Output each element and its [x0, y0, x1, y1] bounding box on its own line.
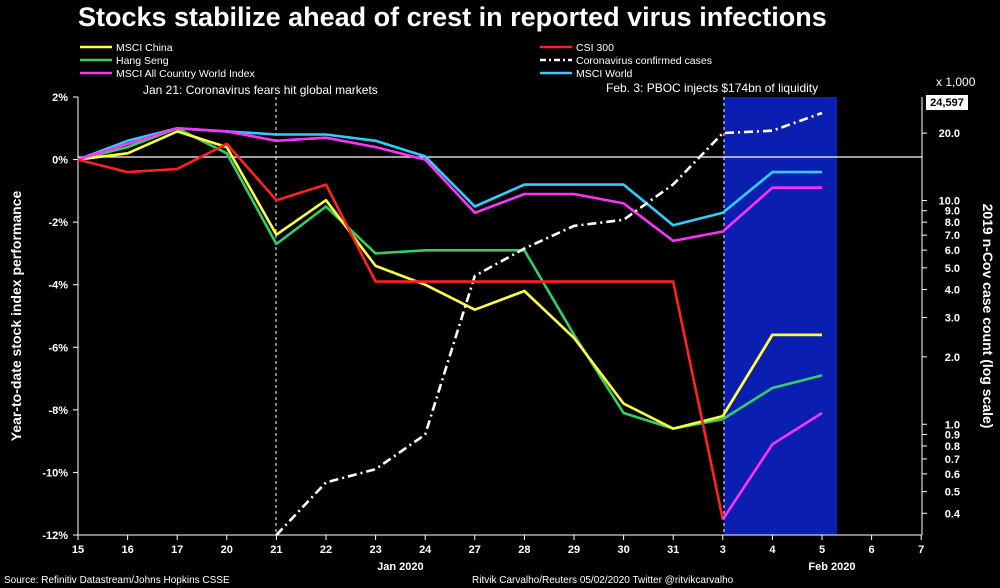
left-tick-label: -4%	[48, 280, 68, 292]
series-line-msci-all-country-world-index	[77, 127, 822, 243]
x-tick-label: 22	[320, 544, 332, 556]
right-tick-label: 4.0	[945, 285, 960, 297]
right-tick-label: 0.8	[945, 441, 960, 453]
x-tick-label: 30	[617, 544, 629, 556]
latest-cases-box	[926, 95, 968, 110]
left-tick-label: -6%	[48, 342, 68, 354]
legend-label-cases: Coronavirus confirmed cases	[576, 55, 712, 67]
right-tick-label: 9.0	[945, 206, 960, 218]
x-tick-label: 15	[72, 544, 84, 556]
x-month-label: Feb 2020	[808, 561, 855, 573]
chart-title: Stocks stabilize ahead of crest in repor…	[78, 2, 827, 32]
legend-label-hang-seng: Hang Seng	[116, 55, 169, 67]
x-tick-label: 6	[869, 544, 875, 556]
right-tick-label: 2.0	[945, 352, 960, 364]
x-tick-label: 29	[568, 544, 580, 556]
series-line-csi-300	[77, 142, 725, 520]
right-tick-label: 1.0	[945, 419, 960, 431]
right-tick-label: 10.0	[939, 195, 960, 207]
left-tick-label: -12%	[42, 530, 68, 542]
series-line-msci-world	[77, 127, 822, 227]
x-tick-label: 20	[221, 544, 233, 556]
right-tick-label: 7.0	[945, 230, 960, 242]
right-tick-label: 3.0	[945, 312, 960, 324]
x-tick-label: 28	[518, 544, 530, 556]
x-tick-label: 16	[121, 544, 133, 556]
x-tick-label: 17	[171, 544, 183, 556]
right-tick-label: 0.7	[945, 454, 960, 466]
left-axis-ticks: 2% 0% -2% -4% -6% -8% -10% -12%	[42, 92, 78, 542]
right-axis-label: 2019 n-Cov case count (log scale)	[980, 204, 996, 429]
x-tick-label: 23	[369, 544, 381, 556]
legend-label-csi-300: CSI 300	[576, 42, 614, 54]
right-tick-label: 8.0	[945, 217, 960, 229]
legend-label-msci-world: MSCI World	[576, 68, 633, 80]
right-tick-label: 6.0	[945, 245, 960, 257]
jan21-annotation: Jan 21: Coronavirus fears hit global mar…	[143, 83, 378, 97]
legend-label-msci-acwi: MSCI All Country World Index	[116, 68, 255, 80]
x-tick-label: 27	[469, 544, 481, 556]
source-note: Source: Refinitiv Datastream/Johns Hopki…	[4, 575, 230, 586]
series-line-coronavirus-confirmed-cases	[275, 111, 823, 536]
series-tail-msci-china	[721, 333, 822, 417]
left-tick-label: 0%	[52, 155, 68, 167]
x-tick-label: 3	[720, 544, 726, 556]
left-axis-label: Year-to-date stock index performance	[8, 191, 24, 442]
left-tick-label: -8%	[48, 405, 68, 417]
x-tick-label: 5	[819, 544, 825, 556]
x-tick-label: 24	[419, 544, 432, 556]
right-tick-label: 5.0	[945, 263, 960, 275]
x-tick-label: 31	[667, 544, 679, 556]
left-tick-label: -10%	[42, 467, 68, 479]
x-tick-label: 7	[918, 544, 924, 556]
series-tail-hang-seng	[722, 374, 823, 421]
right-tick-label: 0.4	[945, 508, 961, 520]
legend-label-msci-china: MSCI China	[116, 42, 173, 54]
credit-note: Ritvik Carvalho/Reuters 05/02/2020 Twitt…	[472, 575, 734, 586]
x-tick-label: 21	[270, 544, 282, 556]
right-tick-label: 0.9	[945, 430, 960, 442]
x-axis-ticks: 15 16 17 20 21 22 23 24 27 28 29 30 31 3 4 5 6 7 Jan 2020 F…	[72, 535, 924, 573]
right-tick-label: 20.0	[939, 128, 960, 140]
feb3-highlight-band	[724, 97, 837, 535]
right-axis-ticks: 20.010.09.08.07.06.05.04.03.02.01.00.90.…	[922, 128, 961, 520]
right-axis-unit: x 1,000	[936, 75, 976, 89]
right-tick-label: 0.6	[945, 469, 960, 481]
left-tick-label: -2%	[48, 217, 68, 229]
left-tick-label: 2%	[52, 92, 68, 104]
series-line-msci-china	[77, 130, 822, 430]
series-lines	[77, 111, 823, 536]
right-tick-label: 0.5	[945, 487, 960, 499]
x-tick-label: 4	[769, 544, 776, 556]
legend: MSCI China Hang Seng MSCI All Country Wo…	[80, 42, 712, 80]
series-line-hang-seng	[77, 127, 724, 430]
x-month-label: Jan 2020	[377, 561, 423, 573]
latest-cases-label: 24,597	[930, 97, 964, 109]
feb3-annotation: Feb. 3: PBOC injects $174bn of liquidity	[606, 81, 818, 95]
series-tail-msci-all-country-world-index	[721, 411, 823, 521]
